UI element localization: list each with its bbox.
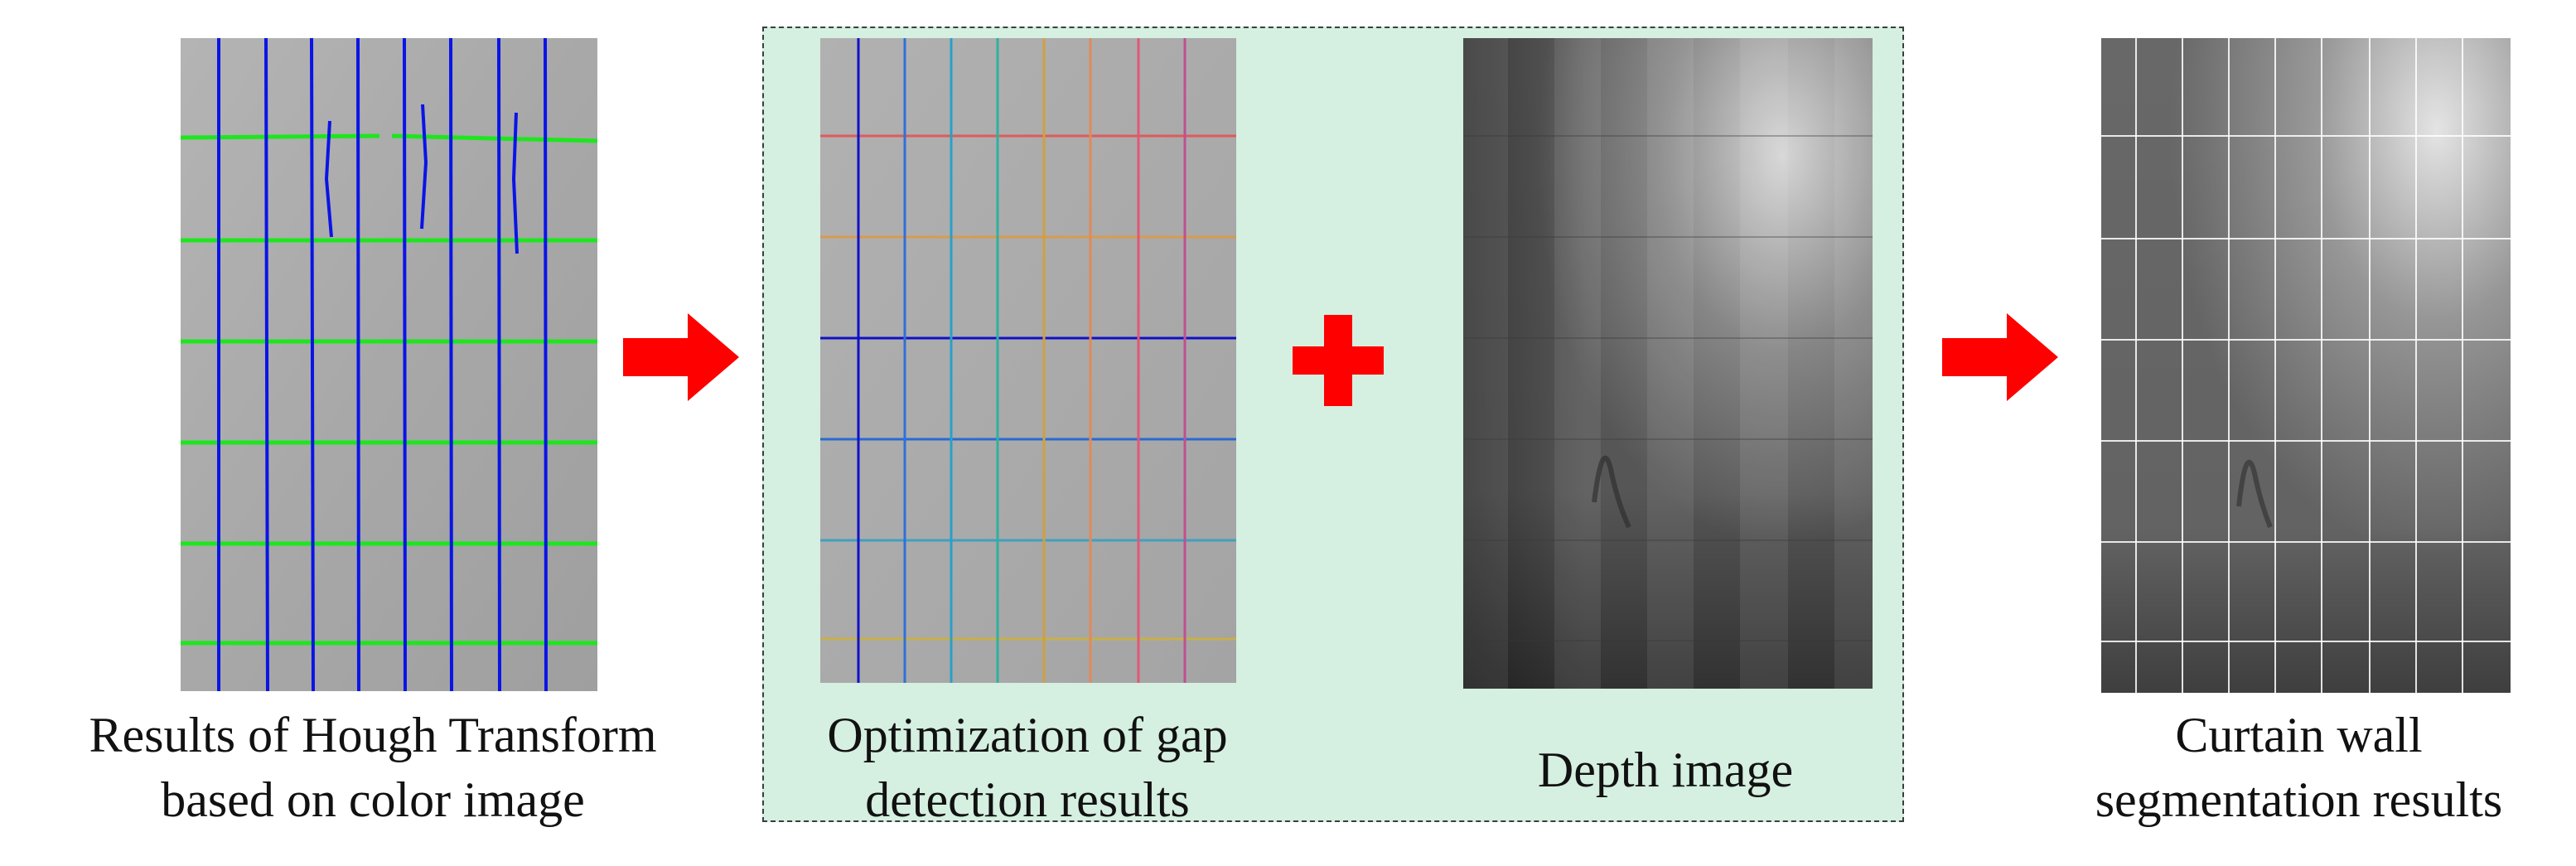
- hough-caption-line2: based on color image: [161, 772, 585, 827]
- optimization-result-image: [820, 38, 1236, 683]
- segmentation-caption-line1: Curtain wall: [2175, 708, 2423, 762]
- segmentation-caption-line2: segmentation results: [2095, 772, 2503, 827]
- plus-icon: [1293, 315, 1384, 406]
- hough-caption: Results of Hough Transform based on colo…: [0, 703, 746, 832]
- hough-result-image: [181, 38, 597, 691]
- arrow-right-icon: [1942, 313, 2058, 401]
- segmentation-caption: Curtain wall segmentation results: [2022, 703, 2576, 832]
- optimization-caption-line2: detection results: [865, 772, 1190, 827]
- optimization-caption-line1: Optimization of gap: [827, 708, 1228, 762]
- depth-image: [1463, 38, 1873, 689]
- depth-caption-line1: Depth image: [1537, 743, 1794, 797]
- depth-caption: Depth image: [1409, 738, 1922, 802]
- arrow-right-icon: [623, 313, 739, 401]
- segmentation-result-image: [2101, 38, 2511, 693]
- optimization-caption: Optimization of gap detection results: [762, 703, 1293, 832]
- hough-caption-line1: Results of Hough Transform: [89, 708, 657, 762]
